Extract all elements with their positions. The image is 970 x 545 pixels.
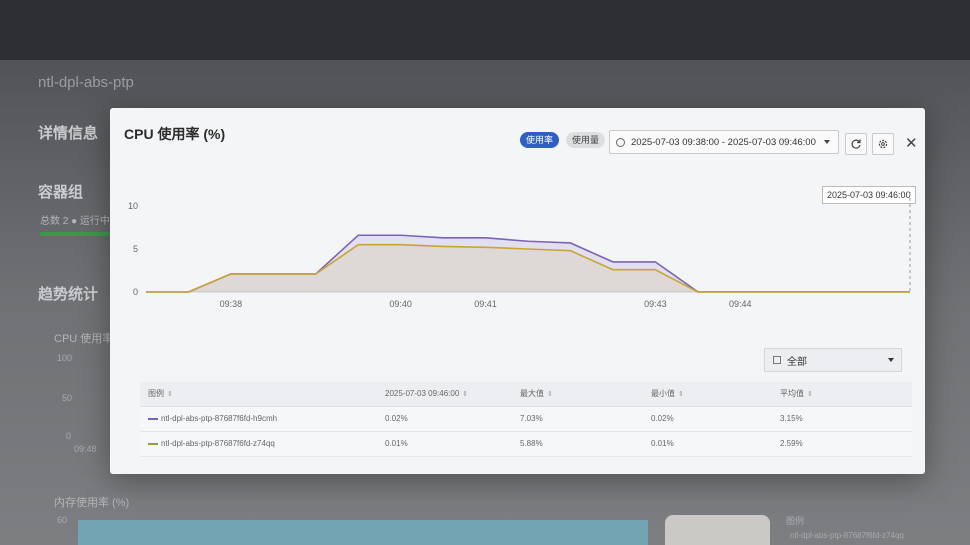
x-tick-label: 09:41 [474, 299, 497, 309]
avg-value: 3.15% [780, 414, 803, 423]
sort-icon: ⇕ [807, 391, 813, 398]
top-bar [0, 0, 970, 60]
container-group-heading: 容器组 [38, 184, 84, 201]
refresh-button[interactable] [845, 133, 867, 155]
cpu-usage-modal: CPU 使用率 (%) 使用率 使用量 2025-07-03 09:38:00 … [110, 108, 925, 474]
header-avg[interactable]: 平均值 ⇕ [780, 382, 813, 406]
memory-chart-panel [665, 515, 770, 545]
series-swatch [148, 417, 158, 420]
memory-axis-tick: 60 [57, 515, 68, 525]
min-value: 0.01% [651, 439, 674, 448]
series-stats-table: 图例 ⇕ 2025-07-03 09:46:00 ⇕ 最大值 ⇕ 最小值 ⇕ 平均值 ⇕ … [140, 382, 912, 457]
cpu-chart-label: CPU 使用率 [54, 333, 114, 345]
series-name[interactable]: ntl-dpl-abs-ptp-87687f6fd-h9cmh [148, 407, 277, 431]
header-max[interactable]: 最大值 ⇕ [520, 382, 553, 406]
cpu-axis-tick: 100 [57, 353, 73, 363]
cpu-x-tick: 09:48 [74, 444, 97, 454]
series-filter-select[interactable]: 全部 [764, 348, 902, 372]
hover-time-tooltip: 2025-07-03 09:46:00 [822, 186, 916, 204]
header-current[interactable]: 2025-07-03 09:46:00 ⇕ [385, 382, 468, 406]
table-header: 图例 ⇕ 2025-07-03 09:46:00 ⇕ 最大值 ⇕ 最小值 ⇕ 平均值 ⇕ [140, 382, 912, 407]
table-row[interactable]: ntl-dpl-abs-ptp-87687f6fd-z74qq 0.01% 5.… [140, 432, 912, 457]
sort-icon: ⇕ [678, 391, 684, 398]
x-tick-label: 09:44 [729, 299, 752, 309]
cpu-chart[interactable]: 10 5 0 09:38 09:40 09:41 09:43 09:44 [110, 186, 925, 321]
container-progress-bar [40, 232, 115, 236]
min-value: 0.02% [651, 414, 674, 423]
modal-title: CPU 使用率 (%) [124, 126, 226, 142]
table-row[interactable]: ntl-dpl-abs-ptp-87687f6fd-h9cmh 0.02% 7.… [140, 407, 912, 432]
page-title: ntl-dpl-abs-ptp [38, 74, 134, 91]
usage-amount-toggle[interactable]: 使用量 [566, 132, 606, 148]
details-heading[interactable]: 详情信息 [38, 125, 99, 142]
memory-chart-label: 内存使用率 (%) [54, 497, 130, 509]
legend-series: ntl-dpl-abs-ptp-87687f6fd-z74qq [790, 531, 904, 540]
x-tick-label: 09:40 [389, 299, 412, 309]
time-range-text: 2025-07-03 09:38:00 - 2025-07-03 09:46:0… [631, 136, 816, 148]
legend-label: 图例 [786, 516, 805, 526]
series-line-2[interactable] [146, 243, 910, 293]
x-tick-label: 09:38 [220, 299, 243, 309]
current-value: 0.02% [385, 414, 408, 423]
chevron-down-icon [824, 140, 830, 144]
y-tick-label: 0 [133, 287, 138, 297]
y-tick-label: 10 [128, 201, 138, 211]
gear-icon [878, 139, 888, 149]
x-tick-label: 09:43 [644, 299, 667, 309]
max-value: 7.03% [520, 414, 543, 423]
cpu-axis-tick: 50 [62, 393, 73, 403]
header-min[interactable]: 最小值 ⇕ [651, 382, 684, 406]
clock-icon [616, 137, 625, 147]
max-value: 5.88% [520, 439, 543, 448]
settings-button[interactable] [872, 133, 894, 155]
series-area-1 [146, 235, 910, 292]
cpu-axis-tick: 0 [66, 431, 72, 441]
avg-value: 2.59% [780, 439, 803, 448]
series-area-2 [146, 244, 910, 292]
series-swatch [148, 442, 158, 445]
trend-heading: 趋势统计 [38, 286, 99, 303]
series-filter-value: 全部 [787, 356, 807, 368]
refresh-icon [851, 139, 861, 149]
close-icon[interactable]: ✕ [905, 135, 918, 152]
memory-chart-area [78, 520, 648, 545]
cpu-line-chart[interactable]: 10 5 0 09:38 09:40 09:41 09:43 09:44 [110, 186, 925, 316]
sort-icon: ⇕ [547, 391, 553, 398]
sort-icon: ⇕ [167, 391, 173, 398]
header-legend[interactable]: 图例 ⇕ [148, 382, 173, 406]
sort-icon: ⇕ [462, 391, 469, 398]
chevron-down-icon [888, 358, 894, 362]
time-range-picker[interactable]: 2025-07-03 09:38:00 - 2025-07-03 09:46:0… [609, 130, 839, 154]
container-group-status: 总数 2 ● 运行中 [40, 216, 110, 227]
usage-rate-toggle[interactable]: 使用率 [520, 132, 560, 148]
filter-icon [773, 356, 781, 364]
current-value: 0.01% [385, 439, 408, 448]
y-tick-label: 5 [133, 244, 138, 254]
series-name[interactable]: ntl-dpl-abs-ptp-87687f6fd-z74qq [148, 432, 275, 456]
